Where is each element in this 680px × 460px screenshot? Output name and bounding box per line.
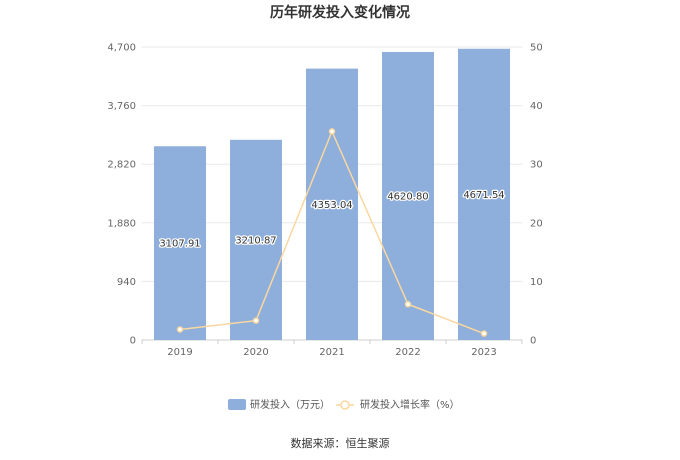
- y-right-tick-label: 50: [530, 43, 543, 54]
- y-left-tick-label: 940: [117, 277, 136, 288]
- growth-point: [480, 330, 488, 337]
- bar: [230, 139, 282, 340]
- y-axis-left: 0 940 1,880 2,820 3,760 4,700: [107, 43, 136, 347]
- y-left-tick-label: 3,760: [107, 101, 136, 112]
- x-tick-label: 2019: [167, 347, 192, 358]
- growth-point: [176, 326, 184, 333]
- bar-value-label: 4671.54: [463, 190, 504, 201]
- x-tick-label: 2023: [471, 347, 496, 358]
- growth-point: [328, 128, 336, 135]
- bar-value-label: 4620.80: [387, 191, 428, 202]
- bar-value-label: 3107.91: [159, 239, 200, 250]
- y-left-tick-label: 1,880: [107, 218, 136, 229]
- legend-bar-label[interactable]: 研发投入（万元）: [250, 398, 330, 411]
- chart-title: 历年研发投入变化情况: [270, 4, 410, 21]
- x-axis: 2019 2020 2021 2022 2023: [141, 340, 523, 358]
- y-right-tick-label: 10: [530, 277, 543, 288]
- legend[interactable]: 研发投入（万元） 研发投入增长率（%）: [228, 398, 460, 411]
- y-right-tick-label: 40: [530, 101, 543, 112]
- y-left-tick-label: 2,820: [107, 160, 136, 171]
- bar: [154, 146, 206, 340]
- x-tick-label: 2021: [319, 347, 344, 358]
- x-tick-label: 2022: [395, 347, 420, 358]
- growth-point: [252, 317, 260, 324]
- growth-point: [404, 301, 412, 308]
- bar-value-label: 4353.04: [311, 200, 352, 211]
- growth-line-series: [176, 128, 488, 337]
- data-source: 数据来源：恒生聚源: [291, 436, 390, 450]
- y-axis-right: 0 10 20 30 40 50: [530, 43, 543, 347]
- y-left-tick-label: 4,700: [107, 43, 136, 54]
- legend-bar-swatch: [228, 399, 246, 410]
- bar: [306, 68, 358, 340]
- bar-labels: 3107.91 3210.87 4353.04 4620.80 4671.54: [158, 189, 506, 251]
- y-right-tick-label: 0: [530, 336, 536, 347]
- y-right-tick-label: 20: [530, 218, 543, 229]
- bar: [458, 48, 510, 341]
- bar-series: [154, 48, 510, 341]
- y-right-tick-label: 30: [530, 160, 543, 171]
- y-left-tick-label: 0: [130, 336, 136, 347]
- legend-line-label[interactable]: 研发投入增长率（%）: [360, 398, 460, 411]
- legend-line-marker: [340, 400, 350, 410]
- bar-value-label: 3210.87: [235, 235, 276, 246]
- x-tick-label: 2020: [243, 347, 268, 358]
- bar: [382, 51, 434, 340]
